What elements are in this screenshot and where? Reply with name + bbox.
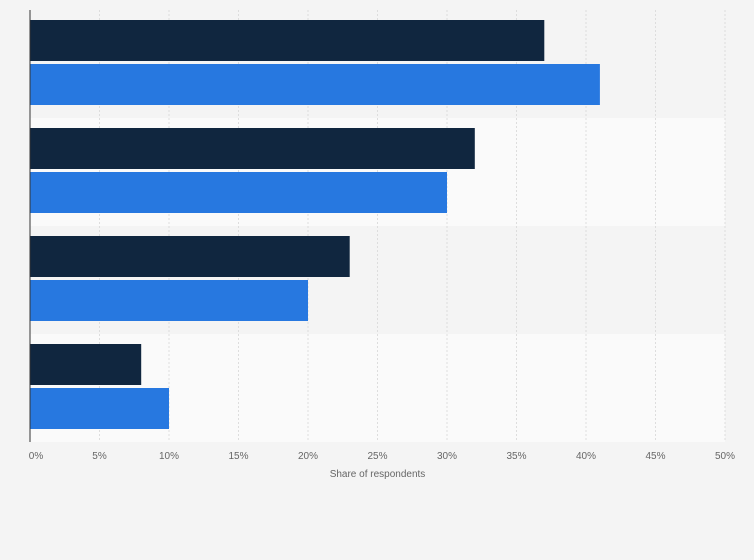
x-tick-label: 50% [715,451,735,462]
bar [30,20,545,61]
x-tick-label: 40% [576,451,596,462]
x-tick-label: 45% [645,451,665,462]
bar [30,236,350,277]
x-axis-title: Share of respondents [330,469,426,480]
x-tick-label: 30% [437,451,457,462]
bar [30,64,600,105]
bars [30,20,600,429]
bar [30,388,169,429]
bar [30,344,142,385]
bar [30,128,475,169]
x-tick-label: 10% [159,451,179,462]
x-tick-label: 0% [29,451,44,462]
x-tick-label: 20% [298,451,318,462]
x-tick-label: 35% [506,451,526,462]
x-tick-label: 5% [92,451,107,462]
x-tick-labels: 0% 5% 10% 15% 20% 25% 30% 35% 40% 45% 50% [29,451,735,462]
bar [30,280,308,321]
x-tick-label: 25% [367,451,387,462]
x-tick-label: 15% [228,451,248,462]
bar [30,172,447,213]
